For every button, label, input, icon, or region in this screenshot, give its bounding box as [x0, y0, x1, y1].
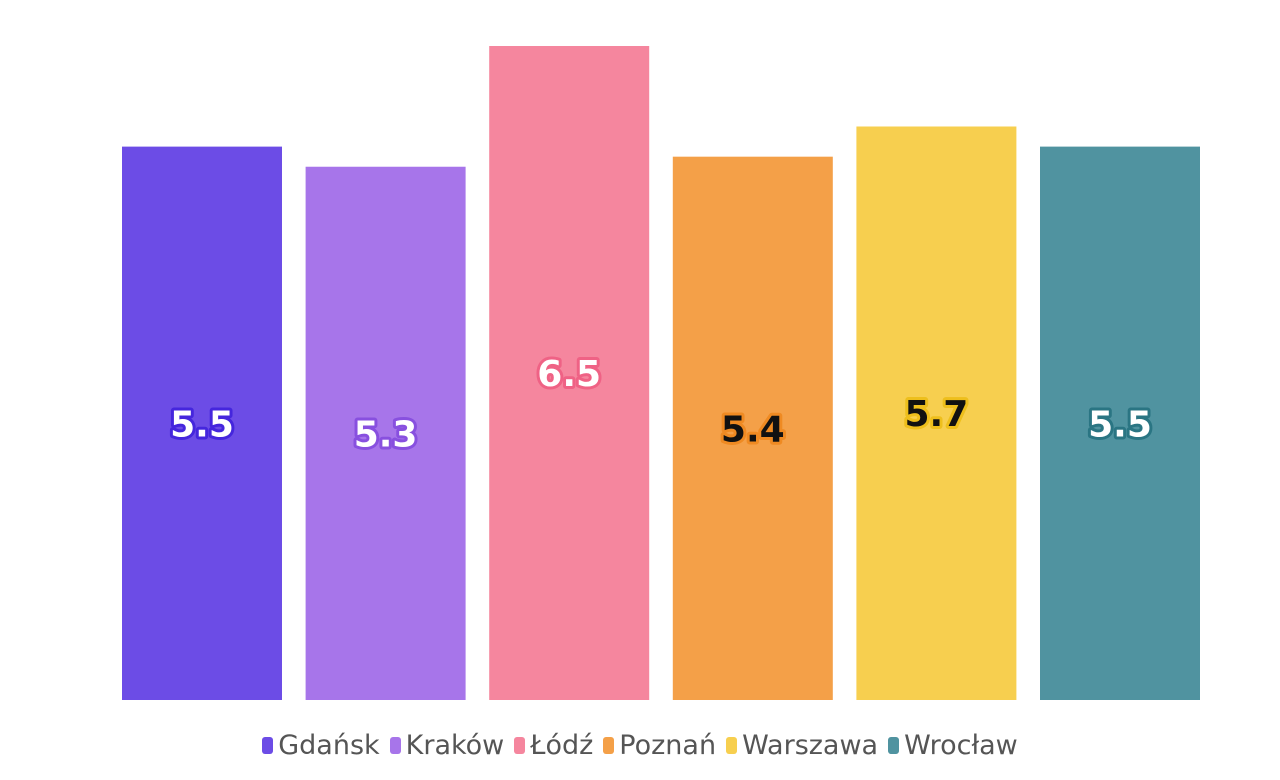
- legend-swatch: [262, 737, 274, 754]
- legend-swatch: [603, 737, 615, 754]
- bar-poznań: [672, 156, 833, 700]
- legend-item[interactable]: Wrocław: [888, 730, 1018, 761]
- bar-łódź: [489, 46, 650, 700]
- data-label: 5.4: [721, 409, 785, 450]
- data-label: 5.7: [905, 394, 969, 435]
- legend-item[interactable]: Poznań: [603, 730, 716, 761]
- legend-swatch: [389, 737, 401, 754]
- legend-label: Wrocław: [904, 730, 1018, 761]
- bar-gdańsk: [122, 146, 282, 701]
- legend-item[interactable]: Gdańsk: [262, 730, 380, 761]
- data-label: 5.3: [354, 414, 418, 455]
- data-label: 5.5: [1088, 404, 1152, 445]
- legend-swatch: [726, 737, 738, 754]
- legend-label: Poznań: [619, 730, 717, 761]
- bar-wrocław: [1040, 146, 1200, 701]
- legend-swatch: [888, 737, 900, 754]
- chart-legend: Gdańsk Kraków Łódź Poznań Warszawa Wrocław: [0, 730, 1280, 761]
- legend-label: Łódź: [530, 730, 594, 761]
- legend-label: Warszawa: [742, 730, 879, 761]
- legend-item[interactable]: Warszawa: [726, 730, 878, 761]
- legend-label: Gdańsk: [278, 730, 380, 761]
- data-label: 6.5: [537, 354, 601, 395]
- legend-item[interactable]: Łódź: [514, 730, 593, 761]
- bar-kraków: [305, 166, 466, 700]
- bar-warszawa: [856, 126, 1017, 700]
- data-label: 5.5: [170, 404, 234, 445]
- legend-item[interactable]: Kraków: [389, 730, 505, 761]
- legend-label: Kraków: [405, 730, 505, 761]
- legend-swatch: [514, 737, 526, 754]
